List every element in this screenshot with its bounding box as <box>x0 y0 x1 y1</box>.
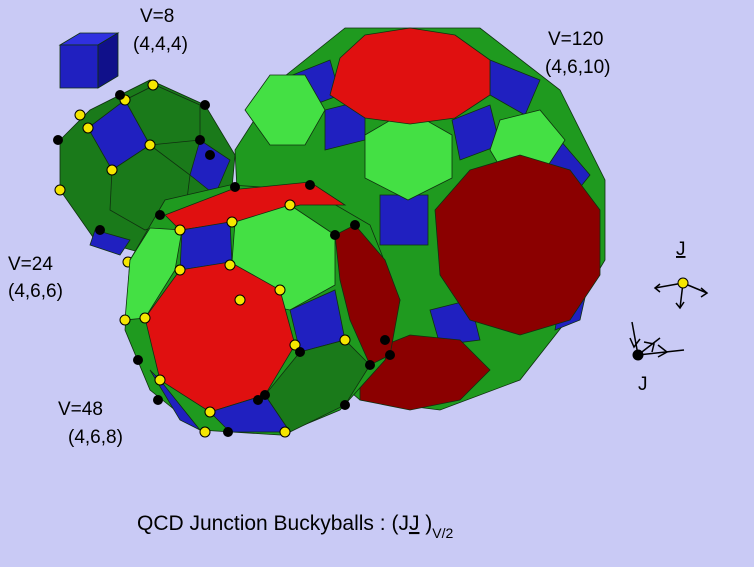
label: (4,4,4) <box>133 34 188 55</box>
caption-part: ) <box>425 512 432 535</box>
label: V=8 <box>140 6 174 27</box>
cube <box>58 32 120 89</box>
caption: QCD Junction Buckyballs : (JJ )V/2 <box>137 512 454 541</box>
label: (4,6,10) <box>545 57 610 78</box>
label: V=24 <box>8 254 53 275</box>
caption-subscript: V/2 <box>432 525 453 541</box>
caption-text: QCD Junction Buckyballs : <box>137 512 386 535</box>
label: (4,6,6) <box>8 281 63 302</box>
caption-part: (J <box>391 512 409 535</box>
legend-label: J <box>638 374 648 395</box>
legend-icons <box>629 277 709 361</box>
label: (4,6,8) <box>68 427 123 448</box>
v24-ball <box>53 79 236 268</box>
legend-label: J <box>676 239 686 260</box>
v48-ball <box>119 180 401 438</box>
label: V=120 <box>548 29 603 50</box>
label: V=48 <box>58 399 103 420</box>
caption-part: J <box>409 512 420 535</box>
